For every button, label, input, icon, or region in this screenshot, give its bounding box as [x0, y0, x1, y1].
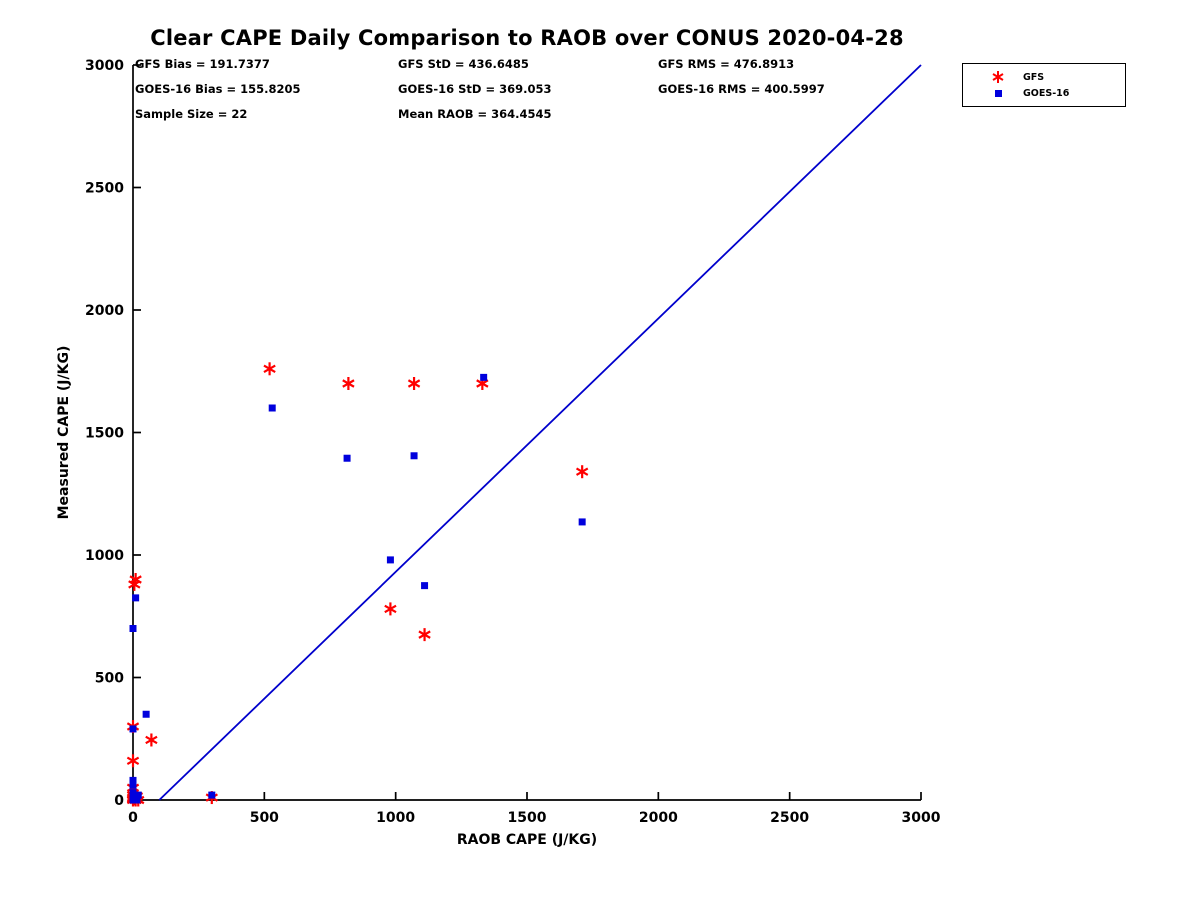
- svg-text:2000: 2000: [639, 810, 678, 826]
- legend-item-gfs: GFS: [963, 69, 1125, 85]
- svg-text:500: 500: [95, 671, 124, 687]
- stat-sample-size: Sample Size = 22: [135, 107, 248, 121]
- svg-text:2000: 2000: [85, 303, 124, 319]
- stat-gfs-rms: GFS RMS = 476.8913: [658, 57, 795, 71]
- svg-text:Measured CAPE (J/KG): Measured CAPE (J/KG): [56, 346, 72, 520]
- stat-goes16-bias: GOES-16 Bias = 155.8205: [135, 82, 301, 96]
- gfs-marker-icon: [992, 71, 1004, 83]
- svg-text:1500: 1500: [85, 426, 124, 442]
- stat-goes16-std: GOES-16 StD = 369.053: [398, 82, 552, 96]
- svg-text:1000: 1000: [376, 810, 415, 826]
- svg-text:0: 0: [128, 810, 138, 826]
- svg-text:3000: 3000: [85, 58, 124, 74]
- stat-gfs-std: GFS StD = 436.6485: [398, 57, 529, 71]
- svg-text:500: 500: [250, 810, 279, 826]
- svg-text:2500: 2500: [770, 810, 809, 826]
- legend-item-goes16: GOES-16: [963, 85, 1125, 101]
- stat-goes16-rms: GOES-16 RMS = 400.5997: [658, 82, 825, 96]
- legend: GFS GOES-16: [962, 63, 1126, 107]
- svg-text:RAOB CAPE (J/KG): RAOB CAPE (J/KG): [457, 832, 597, 848]
- stat-gfs-bias: GFS Bias = 191.7377: [135, 57, 270, 71]
- chart-title: Clear CAPE Daily Comparison to RAOB over…: [150, 26, 904, 50]
- svg-text:2500: 2500: [85, 181, 124, 197]
- legend-label-goes16: GOES-16: [1023, 87, 1070, 99]
- legend-label-gfs: GFS: [1023, 71, 1045, 83]
- svg-text:1500: 1500: [508, 810, 547, 826]
- svg-text:0: 0: [114, 793, 124, 809]
- svg-text:3000: 3000: [902, 810, 941, 826]
- svg-text:1000: 1000: [85, 548, 124, 564]
- stat-mean-raob: Mean RAOB = 364.4545: [398, 107, 552, 121]
- goes16-marker-icon: [995, 90, 1002, 97]
